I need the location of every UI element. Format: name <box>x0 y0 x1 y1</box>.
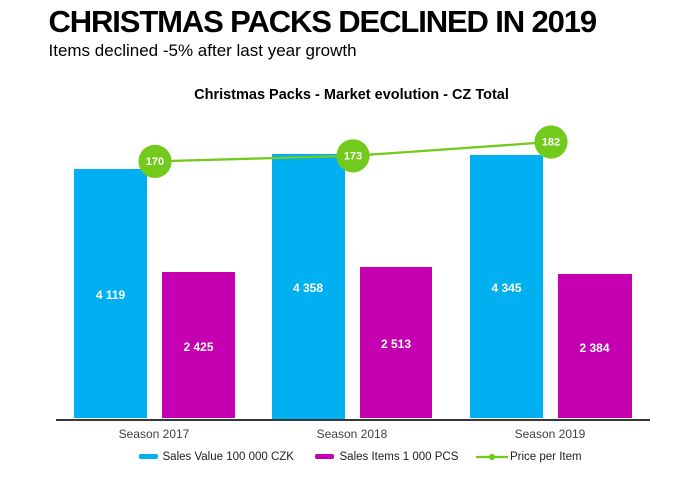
svg-text:182: 182 <box>542 137 560 149</box>
svg-text:173: 173 <box>344 151 362 163</box>
svg-text:170: 170 <box>146 156 164 168</box>
